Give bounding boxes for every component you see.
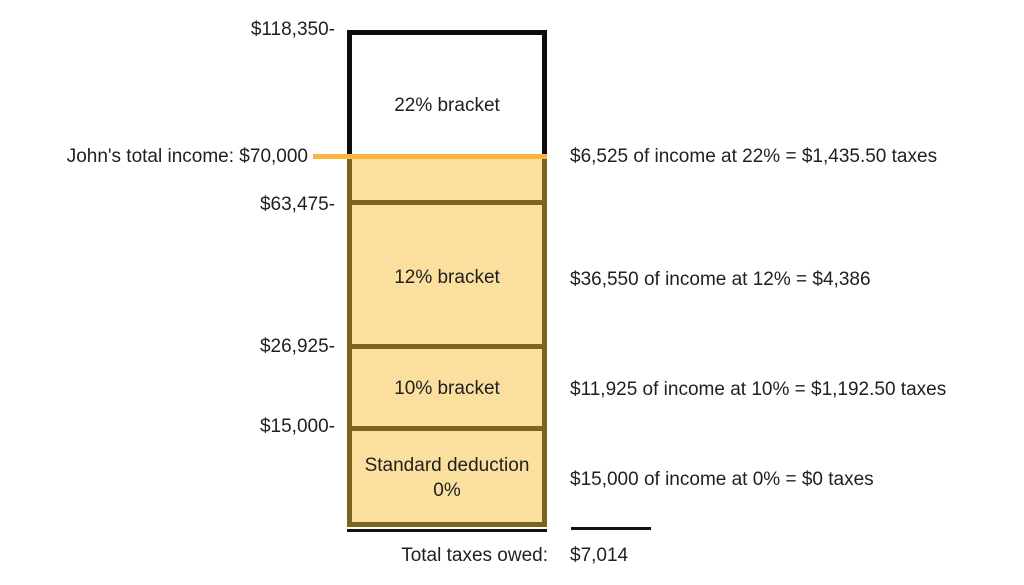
bracket-22-label: 22% bracket — [394, 95, 500, 116]
bracket-divider-15000 — [347, 426, 547, 431]
bar-baseline — [347, 529, 547, 532]
bracket-10-label: 10% bracket — [394, 378, 500, 399]
standard-deduction-line2: 0% — [433, 480, 461, 501]
standard-deduction-line1: Standard deduction — [364, 455, 530, 476]
bracket-divider-63475 — [347, 200, 547, 205]
total-taxes-value: $7,014 — [570, 545, 629, 566]
annotation-12-bracket: $36,550 of income at 12% = $4,386 — [570, 269, 871, 290]
income-marker-line — [313, 154, 547, 159]
ytick-63475: $63,475- — [259, 194, 335, 215]
bracket-22-box — [347, 30, 547, 154]
bracket-divider-26925 — [347, 344, 547, 349]
annotation-22-bracket: $6,525 of income at 22% = $1,435.50 taxe… — [570, 146, 938, 167]
ytick-118350: $118,350- — [250, 19, 335, 40]
sum-line — [571, 527, 651, 530]
ytick-26925: $26,925- — [259, 336, 335, 357]
total-taxes-label: Total taxes owed: — [401, 545, 548, 566]
annotation-0-bracket: $15,000 of income at 0% = $0 taxes — [570, 469, 874, 490]
income-marker-label: John's total income: $70,000 — [66, 146, 308, 167]
annotation-10-bracket: $11,925 of income at 10% = $1,192.50 tax… — [570, 379, 947, 400]
bracket-12-label: 12% bracket — [394, 267, 500, 288]
standard-deduction-label: Standard deduction 0% — [349, 453, 545, 503]
ytick-15000: $15,000- — [259, 416, 335, 437]
taxed-income-box — [347, 159, 547, 527]
